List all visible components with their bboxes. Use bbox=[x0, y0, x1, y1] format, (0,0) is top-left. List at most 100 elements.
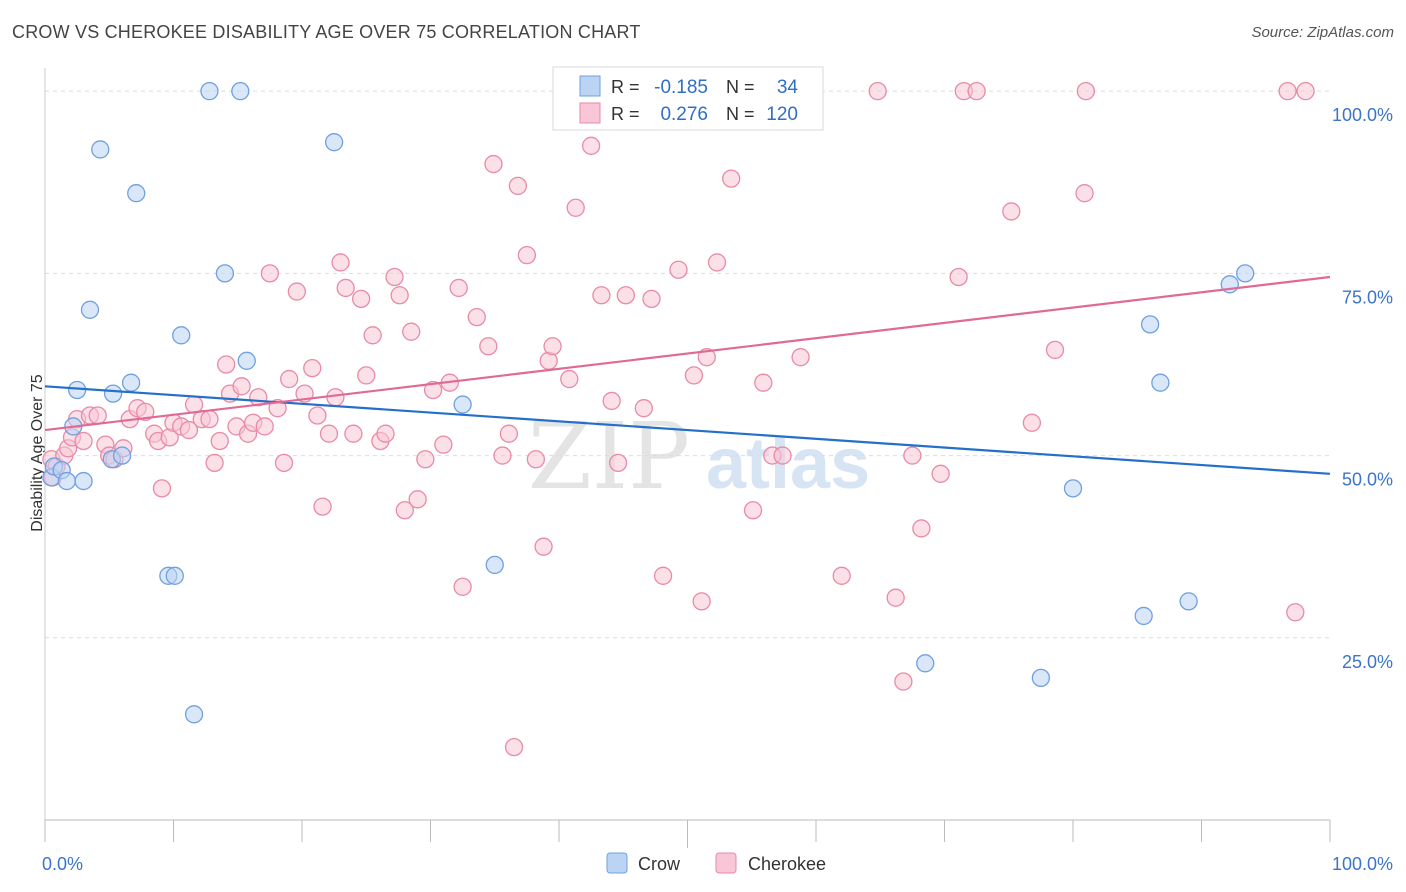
point-cherokee bbox=[560, 369, 579, 389]
point-cherokee bbox=[1045, 340, 1065, 360]
watermark-zip: ZIP bbox=[528, 403, 690, 510]
point-cherokee bbox=[308, 406, 327, 425]
trend-lines bbox=[44, 275, 1331, 475]
point-cherokee bbox=[205, 453, 224, 473]
point-crow bbox=[121, 373, 141, 392]
point-cherokee bbox=[791, 348, 810, 367]
y-tick-label: 100.0% bbox=[1332, 105, 1393, 125]
point-cherokee bbox=[232, 377, 251, 396]
point-cherokee bbox=[1278, 82, 1297, 101]
y-tick-label: 75.0% bbox=[1342, 287, 1393, 307]
point-cherokee bbox=[616, 286, 635, 305]
point-cherokee bbox=[754, 373, 773, 392]
point-cherokee bbox=[152, 479, 172, 498]
point-cherokee bbox=[331, 253, 350, 272]
point-cherokee bbox=[526, 450, 546, 469]
point-cherokee bbox=[517, 245, 537, 265]
point-crow bbox=[74, 471, 93, 491]
point-cherokee bbox=[179, 420, 199, 440]
point-cherokee bbox=[903, 446, 922, 465]
point-cherokee bbox=[534, 537, 553, 556]
point-cherokee bbox=[88, 406, 107, 425]
point-crow bbox=[1151, 373, 1170, 392]
point-cherokee bbox=[493, 446, 512, 465]
stats-r-value-crow: -0.185 bbox=[654, 77, 708, 98]
point-cherokee bbox=[260, 264, 280, 283]
stats-n-value-cherokee: 120 bbox=[766, 104, 798, 125]
point-cherokee bbox=[408, 490, 427, 509]
point-cherokee bbox=[692, 592, 711, 611]
point-cherokee bbox=[255, 417, 274, 436]
point-cherokee bbox=[634, 399, 653, 418]
point-cherokee bbox=[508, 176, 528, 196]
point-cherokee bbox=[217, 355, 236, 374]
point-crow bbox=[1031, 668, 1051, 688]
point-crow bbox=[103, 384, 123, 403]
point-crow bbox=[324, 133, 344, 152]
point-cherokee bbox=[592, 286, 611, 305]
point-cherokee bbox=[385, 267, 404, 287]
point-cherokee bbox=[868, 82, 887, 101]
stats-swatch-crow bbox=[579, 75, 601, 97]
series-legend: Crow Cherokee bbox=[606, 852, 826, 874]
point-crow bbox=[231, 82, 250, 101]
point-cherokee bbox=[319, 424, 339, 443]
source-label: Source: ZipAtlas.com bbox=[1251, 24, 1394, 41]
point-cherokee bbox=[434, 435, 453, 454]
point-cherokee bbox=[967, 82, 986, 101]
point-cherokee bbox=[504, 737, 524, 757]
legend-label-crow: Crow bbox=[638, 854, 681, 874]
point-cherokee bbox=[707, 253, 727, 272]
point-cherokee bbox=[543, 337, 562, 356]
point-cherokee bbox=[336, 278, 355, 298]
point-cherokee bbox=[390, 286, 409, 305]
point-cherokee bbox=[1075, 184, 1094, 203]
point-cherokee bbox=[581, 136, 601, 155]
point-crow bbox=[215, 264, 235, 283]
point-crow bbox=[172, 326, 191, 345]
point-cherokee bbox=[449, 278, 468, 298]
chart-title: CROW VS CHEROKEE DISABILITY AGE OVER 75 … bbox=[12, 22, 641, 42]
point-cherokee bbox=[313, 497, 332, 516]
point-cherokee bbox=[303, 358, 322, 378]
point-crow bbox=[237, 351, 256, 370]
point-cherokee bbox=[136, 402, 155, 421]
stats-r-value-cherokee: 0.276 bbox=[660, 104, 708, 125]
point-crow bbox=[1063, 479, 1083, 498]
trend-line-cherokee bbox=[44, 275, 1331, 432]
point-cherokee bbox=[357, 366, 376, 385]
point-cherokee bbox=[697, 348, 716, 367]
point-cherokee bbox=[344, 424, 363, 443]
x-tick-label: 100.0% bbox=[1332, 854, 1393, 874]
point-cherokee bbox=[1296, 82, 1315, 101]
trend-line-crow bbox=[44, 385, 1331, 475]
point-crow bbox=[184, 705, 204, 724]
point-cherokee bbox=[669, 260, 688, 279]
axes bbox=[44, 68, 1331, 848]
point-cherokee bbox=[210, 431, 229, 451]
point-cherokee bbox=[642, 289, 661, 309]
point-cherokee bbox=[484, 154, 503, 174]
point-crow bbox=[453, 395, 472, 414]
legend-label-cherokee: Cherokee bbox=[748, 854, 826, 874]
point-crow bbox=[200, 82, 219, 101]
point-cherokee bbox=[894, 672, 913, 691]
point-cherokee bbox=[949, 267, 968, 287]
point-cherokee bbox=[832, 566, 851, 585]
point-cherokee bbox=[653, 566, 673, 585]
point-crow bbox=[1140, 315, 1160, 334]
point-cherokee bbox=[479, 337, 498, 356]
stats-n-label-cherokee: N = bbox=[726, 104, 755, 124]
point-crow bbox=[1236, 264, 1255, 283]
point-crow bbox=[80, 300, 100, 319]
gridlines bbox=[45, 90, 1330, 639]
point-cherokee bbox=[287, 282, 307, 301]
point-cherokee bbox=[363, 326, 382, 345]
point-cherokee bbox=[423, 380, 443, 400]
point-cherokee bbox=[453, 577, 472, 596]
stats-legend: R = -0.185 N = 34 R = 0.276 N = 120 bbox=[552, 66, 824, 131]
data-points bbox=[42, 82, 1315, 757]
y-tick-label: 25.0% bbox=[1342, 652, 1393, 672]
point-cherokee bbox=[608, 453, 628, 473]
